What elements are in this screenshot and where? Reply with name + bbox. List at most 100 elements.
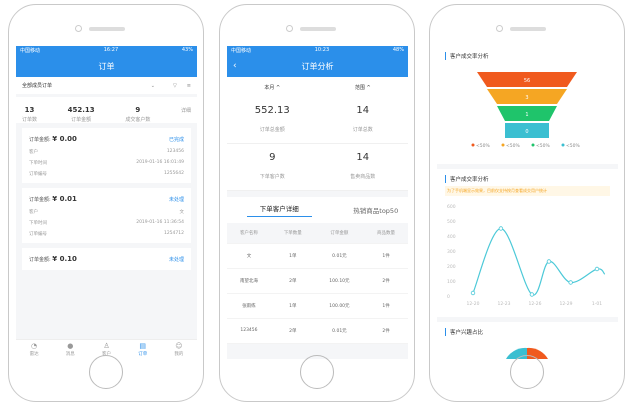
funnel-section: 客户成交率分析 56 <50% 3 <50% 1 <50% 0 <50% <box>437 46 618 164</box>
data-point <box>529 292 535 297</box>
nav-bar: 订单 <box>16 55 197 77</box>
table-header: 客户名称 下单数量 订单金额 商品数量 <box>227 223 408 244</box>
y-tick-label: 300 <box>447 249 456 255</box>
customer-analysis-screen: 客户成交率分析 56 <50% 3 <50% 1 <50% 0 <50% 客户成交率分析 为了… <box>437 46 618 359</box>
status-bar: 中国移动 16:27 43% <box>16 46 197 55</box>
order-amount: 452.13 <box>67 106 95 114</box>
y-tick-label: 100 <box>447 279 456 285</box>
analysis-screen: 中国移动 10:23 48% ‹ 订单分析 本月 ^ 范围 ^ 552.13 订单总金额… <box>227 46 408 359</box>
battery: 48% <box>392 47 404 53</box>
phone-customer-analysis: 客户成交率分析 56 <50% 3 <50% 1 <50% 0 <50% 客户成交率分析 为了… <box>429 4 625 402</box>
data-point <box>594 266 600 272</box>
order-card[interactable]: 订单金额: ¥ 0.00 已完成 客户 123456 下单时间 2019-01-16 … <box>22 128 191 183</box>
stat-total-amount: 552.13 订单总金额 <box>227 97 318 144</box>
detail-tabs: 下单客户详细 热销商品top50 <box>227 197 408 223</box>
speaker <box>510 27 546 31</box>
status-badge: 未处理 <box>168 256 184 263</box>
tab-radar[interactable]: ◔ 雷达 <box>16 340 52 359</box>
funnel-label: 1 <box>525 112 528 118</box>
funnel-label: 56 <box>524 78 530 84</box>
funnel-segment <box>505 123 549 138</box>
stats-grid: 552.13 订单总金额 14 订单总数 9 下单客户数 14 售卖商品数 <box>227 97 408 191</box>
summary: 13 订单数 452.13 订单金额 9 成交客户数 详细 <box>16 97 197 123</box>
funnel-segment <box>487 89 567 104</box>
funnel-segment <box>497 106 557 121</box>
range-filter[interactable]: 范围 ^ <box>354 84 371 91</box>
x-tick-label: 12-29 <box>559 301 572 307</box>
message-icon: ● <box>67 342 74 350</box>
label: 订单金额 <box>71 117 92 123</box>
filter-bar: 全部成员订单 ⌄ ▽ ≡ <box>16 77 197 94</box>
section-title: 客户兴趣占比 <box>445 328 610 336</box>
radar-icon: ◔ <box>31 342 38 350</box>
camera <box>75 25 82 32</box>
table-row[interactable]: 文 1单 0.01元 1件 <box>227 243 408 269</box>
legend-marker <box>531 143 535 147</box>
customer: 123456 <box>166 149 184 154</box>
data-point <box>546 259 552 264</box>
line-chart: 0 100 200 300 400 500 600 12-20 12-23 12-26 12-29 1… <box>447 204 606 307</box>
label: 订单编号 <box>29 171 47 177</box>
label: 成交客户数 <box>125 117 151 123</box>
amount: 订单金额: ¥ 0.10 <box>29 255 77 263</box>
stat-customers: 9 下单客户数 <box>227 144 318 191</box>
clock: 16:27 <box>103 47 119 53</box>
legend-marker <box>501 143 505 147</box>
label: 客户 <box>29 209 38 215</box>
data-point <box>568 280 573 285</box>
funnel-label: 3 <box>525 95 528 101</box>
tab-customers[interactable]: ♙ 客户 <box>88 340 124 359</box>
tab-orders[interactable]: ▤ 订单 <box>125 340 161 359</box>
x-tick-label: 12-26 <box>528 301 541 307</box>
section-title: 客户成交率分析 <box>445 175 610 183</box>
home-button[interactable] <box>89 355 123 389</box>
detail-link[interactable]: 详细 <box>180 107 191 114</box>
profile-icon: ☺ <box>175 342 183 350</box>
order-card[interactable]: 订单金额: ¥ 0.01 未处理 客户 文 下单时间 2019-01-16 11:36… <box>22 188 191 243</box>
funnel-segment <box>477 72 577 87</box>
home-button[interactable] <box>510 355 544 389</box>
series-line <box>472 227 606 296</box>
table-row[interactable]: 123456 2单 0.01元 2件 <box>227 318 408 344</box>
chevron-down-icon[interactable]: ⌄ <box>150 82 155 89</box>
order-card[interactable]: 订单金额: ¥ 0.10 未处理 <box>22 248 191 270</box>
label: 下单时间 <box>29 220 47 226</box>
table-row[interactable]: 张雨练 1单 100.00元 1件 <box>227 293 408 319</box>
customer-table: 客户名称 下单数量 订单金额 商品数量 文 1单 0.01元 1件 南望北海 2单 100.10… <box>227 223 408 344</box>
legend-label: <50% <box>566 143 580 149</box>
status-badge: 未处理 <box>168 196 184 203</box>
y-tick-label: 200 <box>447 264 456 270</box>
funnel-chart: 56 <50% 3 <50% 1 <50% 0 <50% <box>471 72 580 149</box>
nav-bar: ‹ 订单分析 <box>227 55 408 77</box>
stat-total-orders: 14 订单总数 <box>317 97 408 144</box>
carrier: 中国移动 <box>20 48 41 54</box>
label: 下单时间 <box>29 160 47 166</box>
speaker <box>300 27 336 31</box>
filter-icon[interactable]: ▽ <box>172 82 177 89</box>
carrier: 中国移动 <box>231 48 252 54</box>
table-row[interactable]: 南望北海 2单 100.10元 2件 <box>227 268 408 294</box>
x-tick-label: 12-23 <box>497 301 510 307</box>
month-filter[interactable]: 本月 ^ <box>264 84 281 91</box>
phone-orders: 中国移动 16:27 43% 订单 全部成员订单 ⌄ ▽ ≡ 13 订单数 452.1… <box>8 4 204 402</box>
y-tick-label: 600 <box>447 204 456 210</box>
legend-label: <50% <box>536 143 550 149</box>
y-tick-label: 0 <box>447 294 450 300</box>
tab-top50-products[interactable]: 热销商品top50 <box>353 207 399 215</box>
order-time: 2019-01-16 16:01:49 <box>136 160 184 165</box>
home-button[interactable] <box>300 355 334 389</box>
back-icon[interactable]: ‹ <box>233 61 237 71</box>
order-icon: ▤ <box>139 342 147 350</box>
tab-bar: ◔ 雷达 ● 消息 ♙ 客户 ▤ 订单 ☺ 我的 <box>16 339 197 359</box>
stat-products: 14 售卖商品数 <box>317 144 408 191</box>
orders-screen: 中国移动 16:27 43% 订单 全部成员订单 ⌄ ▽ ≡ 13 订单数 452.1… <box>16 46 197 359</box>
member-filter[interactable]: 全部成员订单 <box>22 83 53 89</box>
tab-mine[interactable]: ☺ 我的 <box>161 340 197 359</box>
tab-messages[interactable]: ● 消息 <box>52 340 88 359</box>
amount: 订单金额: ¥ 0.01 <box>29 195 77 203</box>
sort-icon[interactable]: ≡ <box>186 82 191 89</box>
interest-section: 客户兴趣占比 <box>437 322 618 359</box>
tab-customer-detail[interactable]: 下单客户详细 <box>247 203 312 217</box>
camera <box>286 25 293 32</box>
speaker <box>89 27 125 31</box>
